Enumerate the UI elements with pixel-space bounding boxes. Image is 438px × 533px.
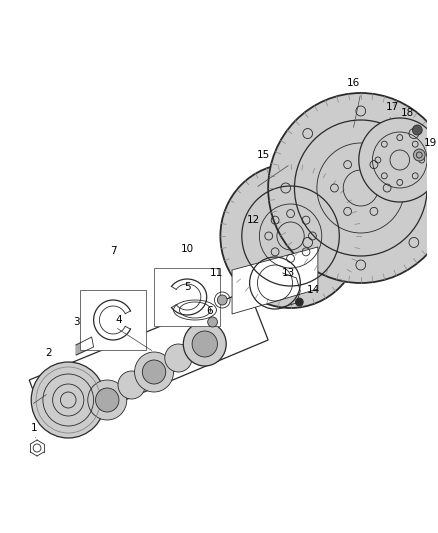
Circle shape [359,118,438,202]
Text: 13: 13 [282,268,295,278]
Text: 16: 16 [346,78,360,88]
Bar [80,290,146,350]
Circle shape [208,317,217,327]
Circle shape [118,371,145,399]
Text: 4: 4 [116,315,122,325]
Text: 15: 15 [257,150,270,160]
Circle shape [413,149,425,161]
Text: 10: 10 [180,244,194,254]
Circle shape [268,93,438,283]
Circle shape [165,344,192,372]
Circle shape [296,298,303,306]
Text: 18: 18 [401,108,414,118]
Polygon shape [76,337,94,355]
Text: 2: 2 [46,348,52,358]
Text: 7: 7 [110,246,117,256]
Polygon shape [232,247,318,314]
Bar [154,268,220,326]
Polygon shape [29,290,268,432]
Circle shape [134,352,173,392]
Circle shape [413,125,422,135]
Circle shape [31,362,105,438]
Circle shape [142,360,166,384]
Circle shape [192,331,217,357]
Text: 12: 12 [247,215,260,225]
Circle shape [220,164,361,308]
Text: 5: 5 [184,282,191,292]
Circle shape [95,388,119,412]
Circle shape [184,322,226,366]
Text: 17: 17 [385,102,399,112]
Text: 6: 6 [206,306,213,316]
Text: 1: 1 [31,423,37,433]
Text: 19: 19 [424,138,438,148]
Text: 3: 3 [73,317,79,327]
Text: 14: 14 [307,285,320,295]
Text: 11: 11 [210,268,223,278]
Circle shape [88,380,127,420]
Circle shape [217,295,227,305]
